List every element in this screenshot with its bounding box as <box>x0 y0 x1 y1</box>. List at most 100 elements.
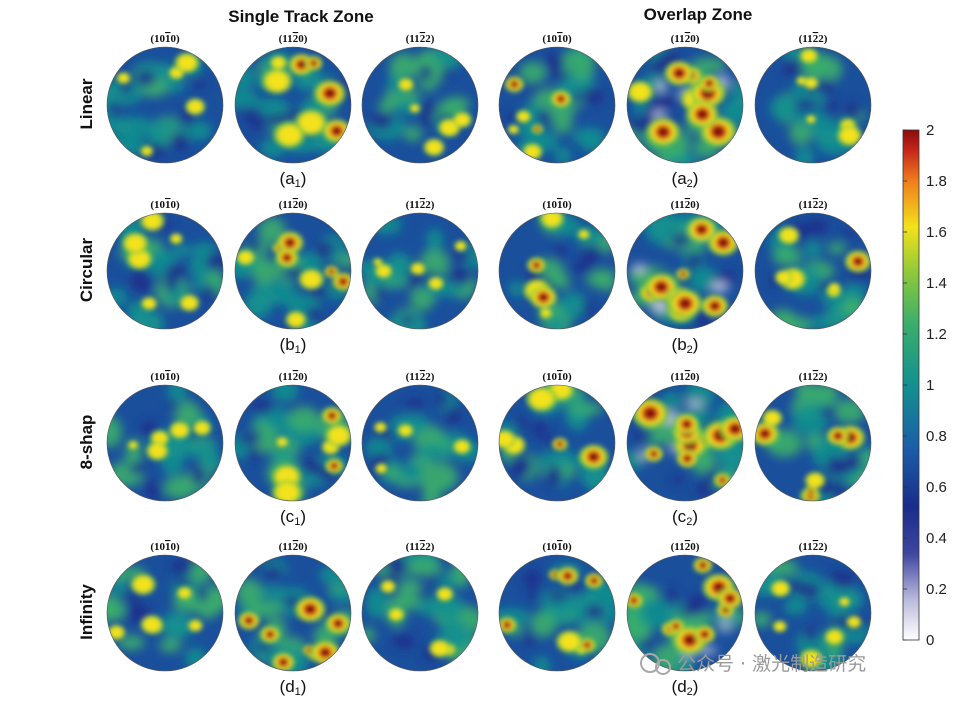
pole-figure-disc <box>499 47 615 163</box>
plane-label: (1010) <box>542 541 572 553</box>
disc-outline <box>106 554 224 672</box>
pole-figure-disc <box>499 555 615 671</box>
colorbar-tick-label: 1.4 <box>926 275 947 292</box>
disc-outline <box>626 554 744 672</box>
disc-outline <box>106 212 224 330</box>
plane-label: (1122) <box>406 541 435 553</box>
plane-label: (1120) <box>671 541 700 553</box>
plane-label: (1010) <box>150 199 180 211</box>
pole-figure-disc <box>107 385 223 501</box>
colorbar-tick-label: 0.6 <box>926 479 947 496</box>
plane-label: (1122) <box>799 541 828 553</box>
pole-figure-disc <box>627 213 743 329</box>
plane-label: (1010) <box>542 199 572 211</box>
pole-figure-disc <box>362 385 478 501</box>
colorbar-tick-label: 1.6 <box>926 224 947 241</box>
colorbar-tick-label: 0.8 <box>926 428 947 445</box>
subfigure-label: (c2) <box>672 507 698 528</box>
disc-outline <box>626 212 744 330</box>
row-label-infinity: Infinity <box>77 584 96 640</box>
subfigure-labels: (a1) (a2) (b1) (b2) (c1) (c2) (d1) (d2) <box>280 169 699 698</box>
disc-outline <box>626 384 744 502</box>
colorbar-tick-label: 0.2 <box>926 581 947 598</box>
pole-figure-disc <box>755 213 871 329</box>
plane-label: (1122) <box>799 199 828 211</box>
disc-outline <box>361 384 479 502</box>
plane-label: (1122) <box>799 371 828 383</box>
plane-label: (1120) <box>671 371 700 383</box>
pole-figure-disc <box>499 213 615 329</box>
plane-label: (1010) <box>150 541 180 553</box>
colorbar-ticks: 2 1.8 1.6 1.4 1.2 1 0.8 0.6 0.4 0.2 0 <box>903 122 947 649</box>
pole-figure-disc <box>362 47 478 163</box>
subfigure-label: (c1) <box>280 507 306 528</box>
disc-outline <box>754 384 872 502</box>
subfigure-label: (a2) <box>672 169 699 190</box>
plane-label: (1010) <box>542 33 572 45</box>
colorbar-tick-label: 1.2 <box>926 326 947 343</box>
plane-label: (1122) <box>799 33 828 45</box>
colorbar-tick-label: 1.8 <box>926 173 947 190</box>
row-label-linear: Linear <box>77 78 96 129</box>
colorbar-tick-label: 1 <box>926 377 934 394</box>
wechat-icon-small <box>655 659 671 675</box>
plane-label: (1010) <box>542 371 572 383</box>
pole-figure-disc <box>499 385 615 501</box>
zone-title-single-track: Single Track Zone <box>228 7 374 26</box>
disc-outline <box>361 46 479 164</box>
disc-outline <box>754 554 872 672</box>
colorbar-tick-label: 0.4 <box>926 530 947 547</box>
disc-outline <box>234 384 352 502</box>
disc-outline <box>498 212 616 330</box>
plane-label: (1120) <box>279 541 308 553</box>
disc-outline <box>234 554 352 672</box>
pole-figure-grid <box>106 46 872 672</box>
pole-figure-disc <box>235 555 351 671</box>
watermark-text: 公众号 · 激光制造研究 <box>677 653 866 675</box>
plane-label: (1122) <box>406 33 435 45</box>
disc-outline <box>361 554 479 672</box>
pole-figure-disc <box>235 385 351 501</box>
wechat-icon <box>640 653 660 673</box>
pole-figure-disc <box>362 213 478 329</box>
row-label-8-shap: 8-shap <box>77 415 96 470</box>
disc-outline <box>106 384 224 502</box>
disc-outline <box>498 46 616 164</box>
plane-labels: (1010) (1120) (1122) (1010) (1120) (1122) (101… <box>150 33 827 553</box>
plane-label: (1010) <box>150 33 180 45</box>
subfigure-label: (b2) <box>672 335 699 356</box>
pole-figure-disc <box>362 555 478 671</box>
pole-figure-disc <box>107 555 223 671</box>
zone-title-overlap: Overlap Zone <box>644 5 753 24</box>
subfigure-label: (a1) <box>280 169 307 190</box>
pole-figure-disc <box>235 213 351 329</box>
subfigure-label: (d2) <box>672 677 699 698</box>
disc-outline <box>361 212 479 330</box>
pole-figure-disc <box>107 47 223 163</box>
disc-outline <box>498 554 616 672</box>
pole-figure-disc <box>627 47 743 163</box>
plane-label: (1120) <box>279 199 308 211</box>
colorbar-tick-label: 2 <box>926 122 934 139</box>
pole-figure-disc <box>755 385 871 501</box>
disc-outline <box>626 46 744 164</box>
pole-figure-disc <box>107 213 223 329</box>
plane-label: (1120) <box>671 199 700 211</box>
subfigure-label: (d1) <box>280 677 307 698</box>
watermark: 公众号 · 激光制造研究 <box>640 653 866 675</box>
plane-label: (1122) <box>406 199 435 211</box>
pole-figure-disc <box>627 385 743 501</box>
plane-label: (1120) <box>671 33 700 45</box>
disc-outline <box>754 212 872 330</box>
colorbar-tick-label: 0 <box>926 632 934 649</box>
plane-label: (1120) <box>279 33 308 45</box>
subfigure-label: (b1) <box>280 335 307 356</box>
plane-label: (1120) <box>279 371 308 383</box>
pole-figure-disc <box>755 47 871 163</box>
pole-figure-disc <box>235 47 351 163</box>
row-label-circular: Circular <box>77 237 96 302</box>
plane-label: (1122) <box>406 371 435 383</box>
disc-outline <box>498 384 616 502</box>
disc-outline <box>754 46 872 164</box>
